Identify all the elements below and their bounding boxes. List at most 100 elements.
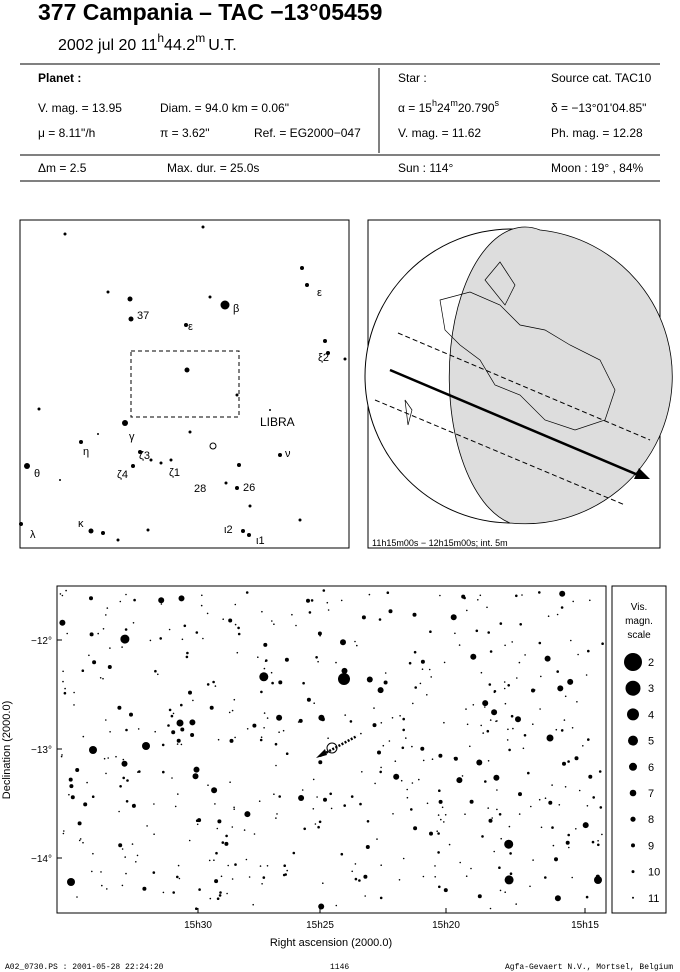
field-star: [414, 686, 418, 689]
field-star: [124, 856, 126, 858]
field-star: [214, 879, 219, 884]
field-star: [186, 651, 189, 655]
field-star: [233, 698, 236, 701]
star: [269, 409, 271, 411]
x-tick-label: 15h30: [184, 920, 212, 931]
star-label: ζ1: [169, 467, 180, 479]
field-star: [221, 841, 225, 844]
field-star: [489, 650, 493, 653]
field-star: [124, 628, 128, 631]
field-star: [491, 709, 498, 716]
field-star: [105, 719, 107, 721]
field-star: [106, 888, 108, 890]
field-star: [508, 748, 511, 752]
star-label: ν: [285, 448, 291, 460]
field-star: [102, 628, 105, 630]
field-star: [530, 805, 532, 808]
field-star: [177, 793, 179, 795]
field-star: [599, 806, 603, 809]
ra-prefix: α = 15: [398, 101, 432, 115]
field-star: [312, 808, 315, 810]
central-line: [389, 368, 639, 477]
field-star: [487, 631, 491, 634]
field-star: [408, 661, 412, 665]
legend-dot: [624, 653, 642, 671]
field-star: [118, 810, 120, 813]
star-label: Star :: [398, 71, 427, 85]
field-star: [480, 724, 483, 727]
field-star: [533, 689, 536, 691]
field-star: [547, 615, 550, 617]
field-star: [484, 706, 486, 708]
star-label: ι1: [256, 535, 265, 547]
field-star: [195, 631, 199, 634]
field-star: [89, 596, 93, 601]
star: [184, 367, 190, 373]
field-star: [544, 876, 547, 879]
field-star: [315, 656, 318, 659]
field-star: [587, 649, 590, 653]
field-star: [374, 782, 376, 785]
field-star: [63, 830, 65, 832]
star: [19, 522, 23, 526]
field-star: [122, 758, 125, 761]
field-star: [441, 806, 444, 809]
field-star: [317, 631, 322, 636]
field-star: [207, 784, 209, 786]
field-star: [262, 876, 266, 879]
field-star: [401, 746, 405, 750]
field-star: [493, 690, 497, 693]
field-star: [438, 753, 443, 758]
field-star: [431, 758, 434, 760]
field-star: [275, 764, 277, 767]
field-star: [366, 820, 370, 823]
star-label: 37: [137, 310, 149, 322]
field-star: [480, 671, 483, 674]
field-star: [91, 870, 93, 873]
field-star: [592, 796, 595, 799]
field-star: [75, 768, 80, 772]
star: [235, 393, 239, 397]
field-star: [551, 826, 554, 829]
field-star: [258, 800, 261, 802]
field-star: [499, 889, 502, 892]
field-star: [354, 863, 357, 865]
planet-ref: Ref. = EG2000−047: [254, 126, 361, 140]
field-star: [73, 691, 75, 694]
field-star: [263, 642, 268, 647]
field-star: [302, 681, 305, 685]
hour-unit: h: [157, 31, 164, 45]
field-star: [92, 852, 94, 855]
field-star: [167, 724, 170, 727]
field-star: [316, 796, 318, 798]
field-star: [335, 661, 337, 664]
field-star: [217, 819, 222, 824]
field-star: [466, 609, 468, 612]
field-star: [229, 738, 234, 743]
field-star: [558, 804, 561, 806]
field-star: [500, 837, 503, 840]
track-arrow: [316, 749, 327, 758]
field-star: [68, 793, 70, 796]
legend-dot: [631, 870, 635, 874]
field-star: [152, 871, 156, 874]
field-star: [209, 897, 212, 900]
field-star: [195, 907, 198, 910]
field-star: [516, 677, 518, 679]
field-star: [476, 759, 483, 766]
field-star: [538, 641, 542, 645]
field-star: [161, 743, 165, 747]
legend-dot: [627, 708, 639, 721]
field-star: [318, 903, 325, 910]
field-star: [259, 865, 262, 867]
field-star: [224, 841, 229, 846]
field-star: [377, 687, 384, 694]
field-star: [365, 845, 370, 849]
field-star: [438, 885, 441, 889]
field-star: [149, 639, 152, 642]
star-vmag: V. mag. = 11.62: [398, 126, 481, 140]
field-star: [518, 813, 521, 815]
field-star: [257, 656, 259, 658]
star: [326, 351, 330, 355]
field-star: [443, 721, 445, 724]
